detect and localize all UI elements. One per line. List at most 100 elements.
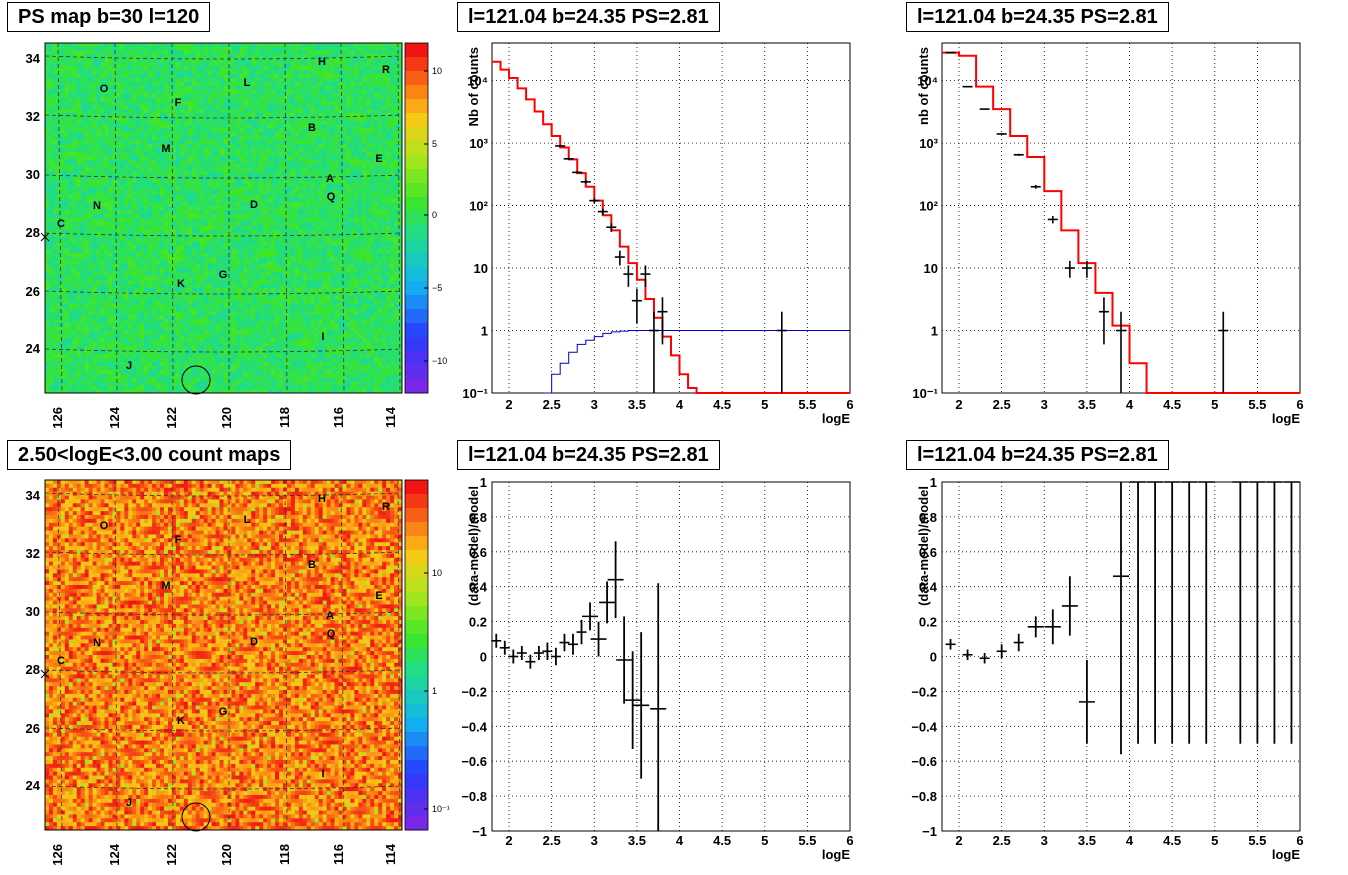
source-label-o: O [100,83,109,95]
x-tick-label: 2.5 [543,833,561,848]
map-grid-line [44,348,403,353]
y-tick-label: 0.8 [469,510,487,525]
x-tick-label: 3.5 [1078,397,1096,412]
plot-frame [491,42,851,394]
target-circle [181,365,211,395]
map-grid-line [44,727,403,732]
map-y-tick-label: 34 [26,488,41,503]
series-line [543,330,850,394]
x-tick-label: 2.5 [543,397,561,412]
source-label-f: F [175,97,182,109]
map-x-tick-label: 120 [219,844,234,866]
y-tick-label: 10⁻¹ [912,386,938,401]
source-label-o: O [100,520,109,532]
map-grid-line [44,492,403,497]
map-grid-line [171,42,174,394]
source-label-n: N [93,200,101,212]
x-tick-label: 6 [846,833,853,848]
y-tick-label: 0 [930,650,937,665]
y-tick-label: −0.2 [461,684,487,699]
source-label-c: C [57,655,65,667]
target-circle [181,802,211,832]
source-label-r: R [382,501,390,513]
y-tick-label: 0.2 [469,615,487,630]
x-tick-label: 3 [1041,833,1048,848]
map-x-tick-label: 114 [383,406,398,428]
plot-frame [491,481,851,832]
y-tick-label: 1 [931,324,938,339]
colorbar-tick-label: −10 [432,356,447,366]
y-tick-label: −0.8 [461,789,487,804]
edge-marker [40,669,50,679]
map-x-tick-label: 114 [383,843,398,865]
source-label-h: H [318,56,326,68]
source-label-k: K [177,715,185,727]
source-label-g: G [219,706,228,718]
map-y-tick-label: 26 [26,721,40,736]
x-tick-label: 2 [505,397,512,412]
x-tick-label: 3 [591,397,598,412]
map-grid-line [57,42,63,394]
x-tick-label: 6 [1296,397,1303,412]
y-tick-label: 10⁴ [467,74,488,89]
x-tick-label: 6 [846,397,853,412]
y-tick-label: 10⁻¹ [462,386,488,401]
map-grid-line [397,42,401,394]
map-x-tick-label: 126 [50,844,65,866]
map-x-tick-label: 118 [277,407,292,428]
y-tick-label: −0.4 [461,719,487,734]
source-label-l: L [244,514,251,526]
source-label-a: A [326,610,334,622]
colorbar [405,43,428,394]
x-tick-label: 2.5 [993,833,1011,848]
y-tick-label: 1 [480,475,487,490]
y-tick-label: 0.6 [919,545,937,560]
map-x-tick-label: 124 [107,843,122,865]
map-pixels [45,480,403,831]
colorbar-tick-label: 1 [432,686,437,696]
colorbar-tick-label: −5 [432,283,442,293]
map-x-tick-label: 116 [331,844,346,865]
map-grid-line [44,232,403,237]
x-axis-label: logE [1272,847,1300,862]
map-grid-line [114,479,118,831]
y-tick-label: 10² [919,199,938,214]
map-grid-line [44,114,403,119]
x-tick-label: 2.5 [993,397,1011,412]
source-label-j: J [126,360,132,372]
map-y-tick-label: 28 [26,225,40,240]
source-label-j: J [126,797,132,809]
source-label-e: E [375,590,382,602]
source-label-b: B [308,559,316,571]
y-axis-label: nb of counts [916,47,931,125]
plot-area [492,43,850,393]
spectrum2-chart: 2 2.5 3 3.5 4 4.5 5 5.5 6 10⁴ 10³ 10² 10 1 10⁻¹ logE nb … [912,42,1304,426]
source-label-m: M [161,143,170,155]
source-label-r: R [382,64,390,76]
colorbar-tick-label: 10 [432,66,442,76]
y-tick-label: 0 [480,650,487,665]
x-tick-label: 4.5 [1163,397,1181,412]
map-grid-line [340,479,345,831]
x-tick-label: 6 [1296,833,1303,848]
y-tick-label: 0.2 [919,615,937,630]
map-grid-line [44,174,403,179]
x-tick-label: 3.5 [628,397,646,412]
x-tick-label: 3.5 [628,833,646,848]
y-tick-label: −0.4 [911,719,937,734]
map-pixels [45,43,403,394]
x-tick-label: 5.5 [798,833,816,848]
y-tick-label: −0.6 [911,754,937,769]
source-label-d: D [250,199,258,211]
source-label-q: Q [327,628,336,640]
map-x-tick-label: 118 [277,844,292,865]
x-tick-label: 5 [761,833,768,848]
map-frame [44,479,403,831]
spectrum-chart: 2 2.5 3 3.5 4 4.5 5 5.5 6 10⁴ 10³ 10² 10 1 10⁻¹ logE Nb … [462,42,854,426]
x-axis-label: logE [822,847,850,862]
map-y-tick-label: 30 [26,167,40,182]
x-tick-label: 5 [1211,397,1218,412]
map-y-tick-label: 34 [26,51,41,66]
residual-chart: 2 2.5 3 3.5 4 4.5 5 5.5 6 1 0.8 0.6 0.4 0.2 0 −0.2 −0.4 −… [461,475,853,862]
map-grid-line [44,55,403,60]
